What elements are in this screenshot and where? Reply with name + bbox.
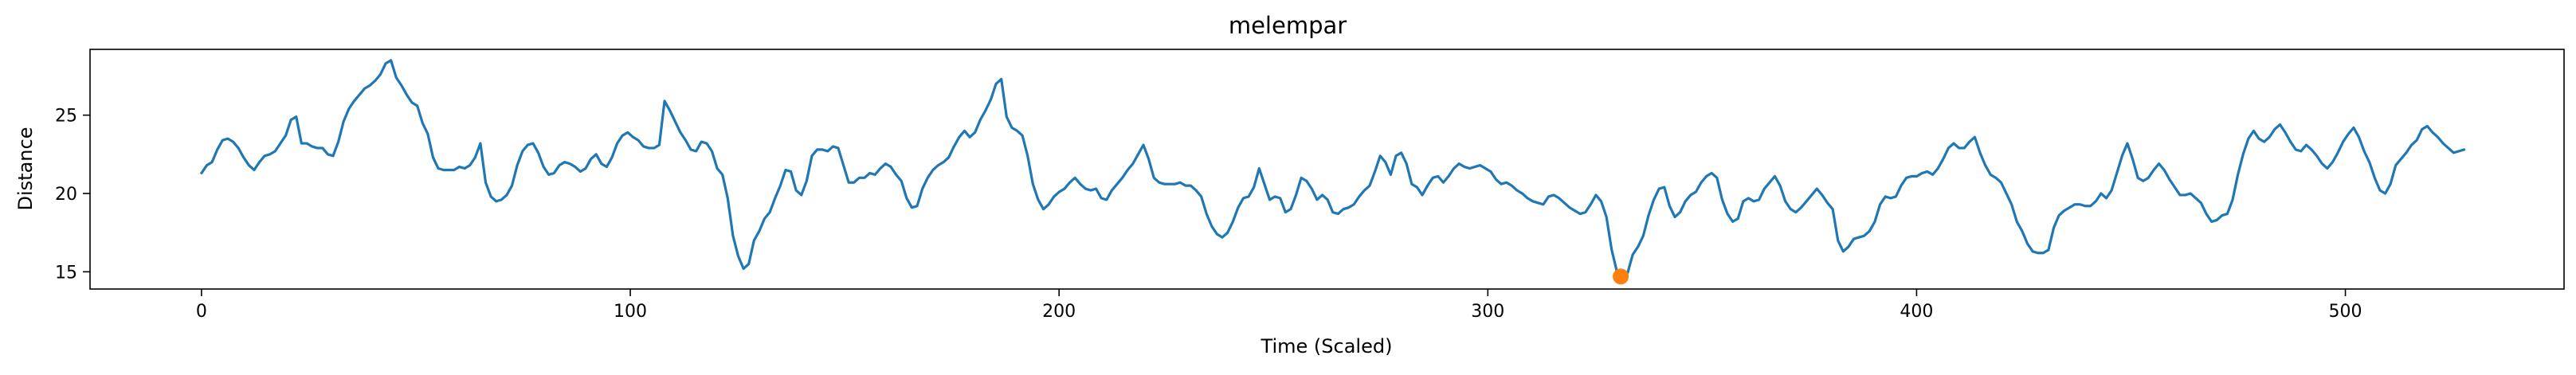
x-axis: 0 100 200 300 400 500 bbox=[196, 289, 2362, 322]
y-axis: 15 20 25 bbox=[55, 107, 90, 283]
series-line bbox=[200, 59, 2466, 278]
x-tick-label: 0 bbox=[196, 302, 207, 322]
plot-area bbox=[89, 49, 2565, 290]
x-tick-label: 300 bbox=[1471, 302, 1504, 322]
y-tick-label: 25 bbox=[55, 107, 77, 127]
y-tick-label: 20 bbox=[55, 185, 77, 205]
minimum-marker bbox=[1613, 268, 1629, 285]
chart-title: melempar bbox=[1229, 12, 1347, 39]
x-tick-label: 400 bbox=[1900, 302, 1933, 322]
x-axis-label: Time (Scaled) bbox=[1261, 335, 1393, 357]
x-tick-label: 200 bbox=[1042, 302, 1076, 322]
x-tick-label: 500 bbox=[2329, 302, 2362, 322]
y-axis-label: Distance bbox=[14, 127, 37, 211]
y-tick-label: 15 bbox=[55, 263, 77, 283]
plot-frame bbox=[89, 49, 2565, 290]
x-tick-label: 100 bbox=[614, 302, 647, 322]
